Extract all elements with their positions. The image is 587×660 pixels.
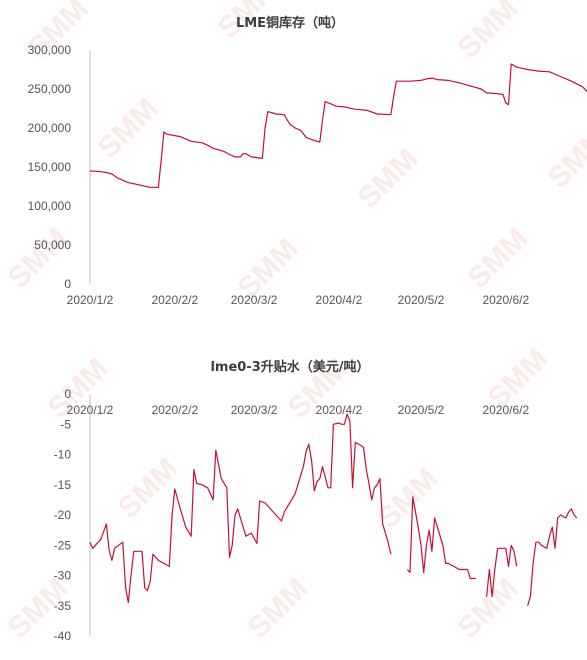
series-line xyxy=(89,413,392,604)
x-tick-label: 2020/3/2 xyxy=(231,293,278,307)
watermark-logo: SMM xyxy=(352,142,425,215)
watermark-logo: SMM xyxy=(542,122,587,195)
series-line xyxy=(406,496,476,580)
x-tick-label: 2020/2/2 xyxy=(151,403,198,417)
y-tick-label: -20 xyxy=(54,508,72,522)
y-tick-label: -5 xyxy=(60,417,71,431)
series-line xyxy=(527,508,578,606)
x-tick-label: 2020/5/2 xyxy=(398,293,445,307)
y-axis-ticks: 0 -5 -10 -15 -20 -25 -30 -35 -40 xyxy=(54,387,72,643)
x-tick-label: 2020/2/2 xyxy=(151,293,198,307)
y-axis-ticks: 0 50,000 100,000 150,000 200,000 250,000 300,0… xyxy=(28,43,72,291)
y-tick-label: -15 xyxy=(54,478,72,492)
x-axis-ticks: 2020/1/2 2020/2/2 2020/3/2 2020/4/2 2020/5/2… xyxy=(67,293,530,307)
plot-area xyxy=(89,413,578,606)
y-tick-label: 300,000 xyxy=(28,43,72,57)
y-tick-label: 0 xyxy=(64,277,71,291)
y-tick-label: 100,000 xyxy=(28,199,72,213)
chart-title: lme0-3升贴水（美元/吨） xyxy=(210,359,369,375)
y-tick-label: 0 xyxy=(64,387,71,401)
watermark-logo: SMM xyxy=(462,222,535,295)
plot-area xyxy=(89,63,587,188)
chart-lme-copper-inventory: LME铜库存（吨） 0 50,000 100,000 150,000 200,000 25… xyxy=(28,15,587,307)
y-tick-label: -10 xyxy=(54,448,72,462)
y-tick-label: 250,000 xyxy=(28,82,72,96)
x-tick-label: 2020/4/2 xyxy=(316,293,363,307)
x-tick-label: 2020/3/2 xyxy=(231,403,278,417)
x-tick-label: 2020/6/2 xyxy=(482,293,529,307)
x-tick-label: 2020/1/2 xyxy=(67,403,114,417)
y-tick-label: 150,000 xyxy=(28,160,72,174)
watermark-logo: SMM xyxy=(92,92,165,165)
x-tick-label: 2020/4/2 xyxy=(316,403,363,417)
y-tick-label: -35 xyxy=(54,599,72,613)
y-tick-label: -25 xyxy=(54,538,72,552)
x-tick-label: 2020/6/2 xyxy=(482,403,529,417)
series-line xyxy=(486,544,518,598)
watermark-logo: SMM xyxy=(242,572,315,645)
y-tick-label: 200,000 xyxy=(28,121,72,135)
y-tick-label: -30 xyxy=(54,569,72,583)
watermark-logo: SMM xyxy=(452,0,525,65)
x-axis-ticks: 2020/1/2 2020/2/2 2020/3/2 2020/4/2 2020/5/2… xyxy=(67,403,530,417)
y-tick-label: 50,000 xyxy=(34,238,71,252)
watermark-logo: SMM xyxy=(112,452,185,525)
x-tick-label: 2020/1/2 xyxy=(67,293,114,307)
chart-title: LME铜库存（吨） xyxy=(236,15,344,31)
series-line xyxy=(89,63,587,188)
y-tick-label: -40 xyxy=(54,629,72,643)
x-tick-label: 2020/5/2 xyxy=(398,403,445,417)
chart-lme-0-3-spread: lme0-3升贴水（美元/吨） 0 -5 -10 -15 -20 -25 -30 -35 -40… xyxy=(54,359,578,643)
